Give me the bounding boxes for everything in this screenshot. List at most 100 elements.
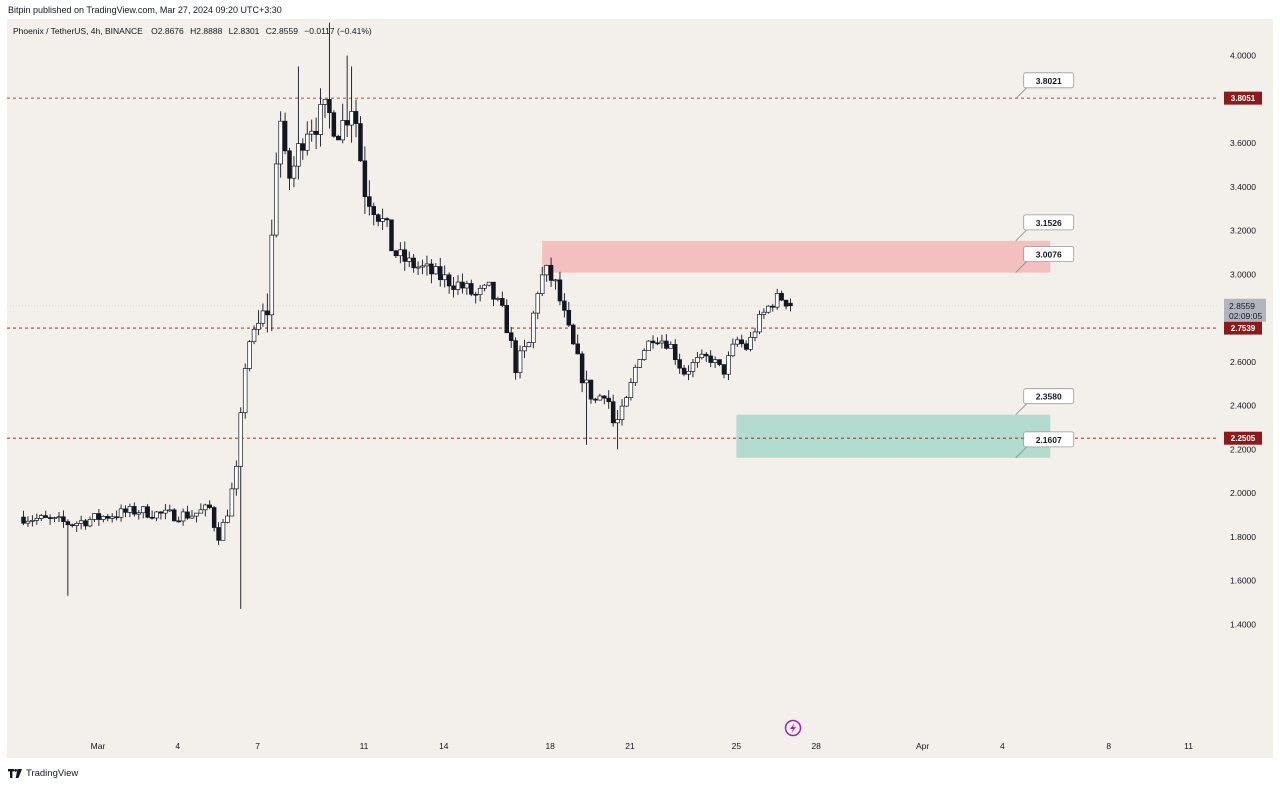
candle-body bbox=[628, 382, 634, 398]
candle-body bbox=[562, 300, 567, 311]
candle-body bbox=[220, 522, 226, 541]
candle-body bbox=[96, 513, 102, 520]
candle-body bbox=[491, 281, 496, 300]
y-tick-label: 3.6000 bbox=[1230, 138, 1256, 148]
level-price-tag[interactable] bbox=[1224, 91, 1262, 105]
candle-body bbox=[646, 340, 651, 352]
candle-body bbox=[486, 281, 492, 286]
level-price-tag[interactable] bbox=[1224, 431, 1262, 445]
x-tick-label: 4 bbox=[1000, 741, 1005, 751]
candle-body bbox=[526, 342, 532, 348]
level-price-tag[interactable] bbox=[1224, 321, 1262, 335]
candle-body bbox=[566, 309, 572, 326]
candle-body bbox=[477, 287, 483, 295]
candle-body bbox=[584, 379, 589, 384]
level-price-label: 2.7539 bbox=[1231, 324, 1256, 333]
levels-layer bbox=[7, 97, 1219, 439]
candle-body bbox=[52, 517, 57, 519]
callout-label: 3.1526 bbox=[1036, 218, 1062, 228]
candle-body bbox=[327, 99, 332, 114]
candle-body bbox=[637, 359, 643, 368]
candle-body bbox=[539, 274, 545, 295]
x-tick-label: 18 bbox=[545, 741, 555, 751]
candle-body bbox=[322, 99, 328, 105]
candle-body bbox=[699, 353, 705, 358]
candle-body bbox=[398, 249, 403, 257]
candle-body bbox=[411, 257, 416, 269]
candle-body bbox=[163, 509, 168, 514]
candle-body bbox=[690, 362, 696, 372]
candle-body bbox=[389, 219, 394, 252]
candle-body bbox=[371, 206, 377, 216]
candle-body bbox=[313, 130, 319, 135]
legend-open: O2.8676 bbox=[151, 26, 184, 36]
candle-body bbox=[172, 509, 177, 522]
y-tick-label: 2.6000 bbox=[1230, 357, 1256, 367]
callout-box[interactable] bbox=[1023, 388, 1075, 405]
candle-body bbox=[460, 281, 465, 289]
legend-low: L2.8301 bbox=[229, 26, 260, 36]
candle-body bbox=[433, 266, 439, 275]
candle-body bbox=[282, 120, 288, 152]
candle-body bbox=[712, 359, 718, 363]
candle-body bbox=[695, 357, 700, 363]
tradingview-branding: TradingView bbox=[8, 766, 78, 780]
zones-layer bbox=[542, 240, 1051, 458]
candle-body bbox=[513, 340, 518, 373]
callouts-layer: 3.8021 3.1526 3.0076 2.3580 2.1607 bbox=[1015, 72, 1075, 459]
candle-body bbox=[757, 314, 762, 333]
callout-box[interactable] bbox=[1023, 72, 1075, 89]
x-tick-label: 11 bbox=[1184, 741, 1193, 751]
candle-body bbox=[748, 337, 753, 350]
lightning-icon[interactable] bbox=[784, 719, 802, 737]
candle-body bbox=[114, 516, 119, 519]
candle-body bbox=[726, 355, 731, 375]
candle-body bbox=[101, 516, 106, 520]
candle-body bbox=[517, 350, 523, 373]
candle-body bbox=[149, 516, 155, 519]
candle-body bbox=[260, 310, 266, 324]
callout-box[interactable] bbox=[1023, 214, 1075, 231]
candle-body bbox=[380, 218, 385, 222]
candle-body bbox=[362, 160, 368, 198]
x-tick-label: 28 bbox=[811, 741, 821, 751]
candle-body bbox=[145, 506, 150, 518]
candle-body bbox=[269, 234, 275, 316]
candle-body bbox=[305, 133, 310, 151]
candle-body bbox=[469, 283, 474, 295]
callout-box[interactable] bbox=[1023, 246, 1075, 262]
candle-body bbox=[504, 305, 510, 334]
candle-body bbox=[25, 520, 31, 524]
candle-body bbox=[198, 509, 204, 514]
candle-body bbox=[375, 214, 381, 222]
callout-pointer bbox=[1015, 86, 1028, 100]
resistance-zone bbox=[542, 240, 1051, 273]
legend-symbol: Phoenix / TetherUS, 4h, BINANCE bbox=[13, 26, 143, 36]
candle-body bbox=[438, 266, 443, 281]
candle-body bbox=[402, 249, 408, 262]
callout-label: 2.3580 bbox=[1036, 392, 1062, 402]
candle-body bbox=[508, 332, 514, 341]
candle-body bbox=[74, 522, 79, 526]
candle-body bbox=[225, 515, 230, 523]
last-price-tag[interactable] bbox=[1224, 298, 1266, 322]
candle-body bbox=[602, 395, 607, 399]
candle-body bbox=[318, 104, 323, 135]
candle-body bbox=[349, 111, 354, 126]
candle-body bbox=[176, 520, 181, 523]
candle-body bbox=[766, 305, 771, 313]
candle-body bbox=[406, 257, 412, 262]
x-tick-label: 7 bbox=[255, 741, 260, 751]
candle-body bbox=[624, 397, 629, 407]
y-tick-label: 3.2000 bbox=[1230, 226, 1256, 236]
tradingview-brand: TradingView bbox=[26, 767, 79, 779]
callout-box[interactable] bbox=[1023, 431, 1075, 448]
candle-body bbox=[189, 515, 195, 519]
candle-body bbox=[571, 324, 576, 345]
candle-body bbox=[256, 322, 261, 330]
y-tick-label: 3.4000 bbox=[1230, 182, 1256, 192]
candle-body bbox=[735, 339, 740, 345]
x-tick-label: Apr bbox=[916, 741, 929, 751]
